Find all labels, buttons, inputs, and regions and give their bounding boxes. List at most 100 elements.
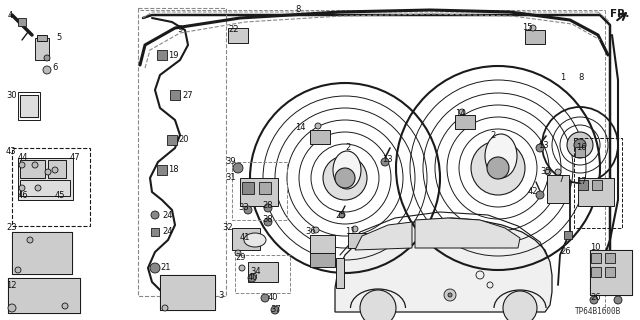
Circle shape — [19, 162, 25, 168]
Text: 22: 22 — [228, 26, 239, 35]
Circle shape — [62, 303, 68, 309]
Text: 9: 9 — [178, 26, 183, 35]
Text: 8: 8 — [578, 74, 584, 83]
Circle shape — [530, 25, 536, 31]
Circle shape — [567, 132, 593, 158]
Circle shape — [459, 109, 465, 115]
Circle shape — [335, 168, 355, 188]
Circle shape — [27, 237, 33, 243]
Text: 27: 27 — [182, 91, 193, 100]
Circle shape — [44, 55, 50, 61]
Bar — [18, 158, 73, 200]
Text: 34: 34 — [250, 268, 260, 276]
Bar — [455, 115, 475, 129]
Text: 33: 33 — [238, 204, 249, 212]
Text: 26: 26 — [590, 293, 600, 302]
Circle shape — [545, 169, 551, 175]
Text: 18: 18 — [168, 165, 179, 174]
Text: 6: 6 — [52, 63, 58, 73]
Circle shape — [52, 167, 58, 173]
Circle shape — [313, 227, 319, 233]
Text: FR.: FR. — [610, 9, 629, 19]
Text: 30: 30 — [6, 91, 17, 100]
Circle shape — [448, 293, 452, 297]
Polygon shape — [415, 218, 520, 248]
Text: 42: 42 — [528, 188, 538, 196]
Circle shape — [315, 123, 321, 129]
Circle shape — [151, 211, 159, 219]
Circle shape — [360, 290, 396, 320]
Bar — [8, 278, 80, 313]
Text: 28: 28 — [262, 201, 273, 210]
Text: 14: 14 — [455, 108, 465, 117]
Text: 5: 5 — [56, 34, 61, 43]
Text: 37: 37 — [270, 306, 281, 315]
Text: 3: 3 — [218, 291, 223, 300]
Circle shape — [271, 306, 279, 314]
Text: 46: 46 — [18, 190, 29, 199]
Text: 44: 44 — [18, 154, 29, 163]
Bar — [157, 50, 167, 60]
Bar — [20, 95, 38, 117]
Bar — [18, 18, 26, 26]
Circle shape — [235, 250, 241, 256]
Ellipse shape — [333, 151, 361, 189]
Bar — [12, 148, 90, 226]
Bar — [578, 178, 614, 206]
Text: 11: 11 — [345, 228, 355, 236]
Circle shape — [444, 289, 456, 301]
Bar — [525, 30, 545, 44]
Text: 40: 40 — [248, 274, 259, 283]
Text: 35: 35 — [540, 167, 550, 177]
Text: 16: 16 — [576, 143, 587, 153]
Circle shape — [381, 158, 389, 166]
Circle shape — [35, 185, 41, 191]
Circle shape — [574, 139, 586, 151]
Polygon shape — [335, 218, 552, 312]
Text: 13: 13 — [538, 140, 548, 149]
Bar — [20, 180, 70, 196]
Text: 10: 10 — [590, 244, 600, 252]
Text: 41: 41 — [240, 234, 250, 243]
Text: 15: 15 — [522, 23, 532, 33]
Circle shape — [536, 144, 544, 152]
Bar — [235, 255, 290, 293]
Text: 32: 32 — [222, 223, 232, 233]
Text: 7: 7 — [558, 175, 563, 185]
Bar — [348, 233, 370, 248]
Circle shape — [45, 169, 51, 175]
Bar — [151, 228, 159, 236]
Bar — [37, 35, 47, 41]
Text: 1: 1 — [560, 74, 565, 83]
Circle shape — [150, 263, 160, 273]
Circle shape — [352, 226, 358, 232]
Circle shape — [248, 274, 256, 282]
Text: 2: 2 — [490, 131, 495, 140]
Bar — [591, 267, 601, 277]
Circle shape — [614, 296, 622, 304]
Circle shape — [19, 185, 25, 191]
Bar — [605, 253, 615, 263]
Text: 43: 43 — [6, 148, 17, 156]
Circle shape — [555, 169, 561, 175]
Circle shape — [323, 156, 367, 200]
Bar — [242, 182, 254, 194]
Bar — [157, 165, 167, 175]
Text: 17: 17 — [576, 178, 587, 187]
Circle shape — [32, 162, 38, 168]
Circle shape — [487, 157, 509, 179]
Text: 8: 8 — [295, 5, 300, 14]
Bar — [592, 180, 602, 190]
Circle shape — [15, 267, 21, 273]
Bar — [574, 138, 622, 228]
Bar — [160, 275, 215, 310]
Text: 26: 26 — [560, 247, 571, 257]
Bar — [20, 160, 45, 178]
Bar — [259, 182, 271, 194]
Ellipse shape — [485, 134, 517, 178]
Text: 39: 39 — [225, 157, 236, 166]
Bar — [12, 232, 72, 274]
Text: 23: 23 — [6, 223, 17, 233]
Circle shape — [503, 291, 537, 320]
Bar — [310, 253, 335, 267]
